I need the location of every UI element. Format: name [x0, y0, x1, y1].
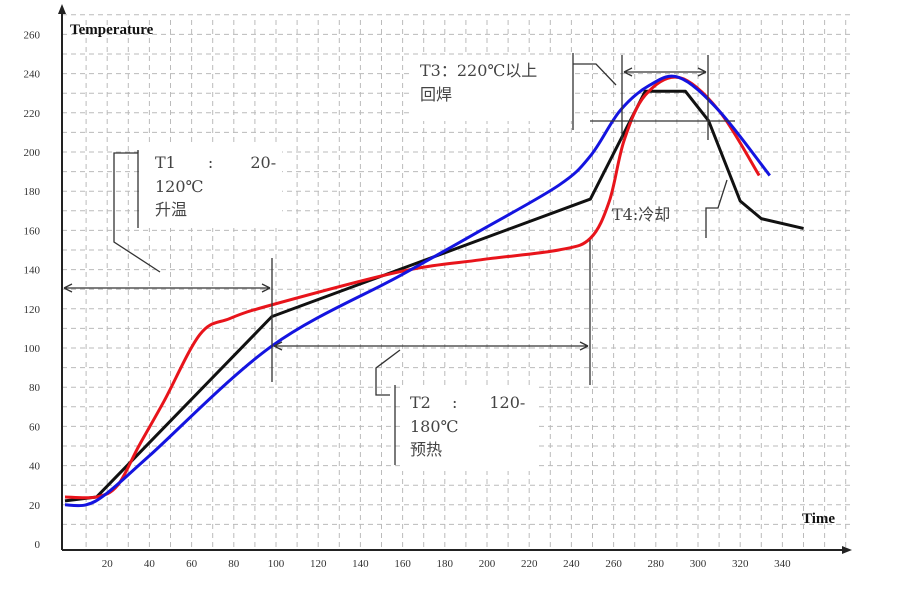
t1-label-bg — [140, 142, 282, 228]
x-tick-label: 260 — [605, 558, 622, 570]
t1-line1: T1 : 20- — [155, 153, 276, 172]
annotation-lines — [63, 53, 735, 465]
t2-line1: T2 : 120- — [410, 393, 525, 412]
y-tick-label: 140 — [24, 265, 41, 277]
tick-labels: 20 40 60 80 100 120 140 160 180 200 220 240 260 280 30… — [24, 29, 792, 570]
y-tick-label: 0 — [35, 539, 41, 551]
t2-line2: 180℃ — [410, 417, 458, 436]
series-line-1 — [64, 75, 761, 500]
x-tick-label: 240 — [563, 558, 580, 570]
x-tick-label: 140 — [352, 558, 369, 570]
t2-label-bg — [400, 385, 536, 471]
x-tick-label: 200 — [479, 558, 496, 570]
t4-label: T4:冷却 — [612, 205, 670, 224]
x-tick-label: 280 — [648, 558, 665, 570]
x-tick-label: 320 — [732, 558, 749, 570]
t3-line2: 回焊 — [420, 85, 452, 104]
x-axis-arrow — [842, 546, 852, 554]
x-tick-label: 20 — [102, 558, 114, 570]
x-tick-label: 300 — [690, 558, 707, 570]
t3-label-bg — [412, 55, 572, 121]
x-tick-label: 60 — [186, 558, 198, 570]
t1-line2: 120℃ — [155, 177, 203, 196]
y-tick-label: 240 — [24, 69, 41, 81]
t1-line3: 升温 — [155, 200, 187, 219]
y-tick-label: 180 — [24, 186, 41, 198]
y-axis-arrow — [58, 4, 66, 14]
x-tick-label: 120 — [310, 558, 327, 570]
x-tick-label: 160 — [394, 558, 411, 570]
y-tick-label: 260 — [24, 29, 41, 41]
x-tick-label: 80 — [228, 558, 240, 570]
x-tick-label: 40 — [144, 558, 156, 570]
t2-line3: 预热 — [410, 440, 442, 459]
x-tick-label: 220 — [521, 558, 538, 570]
series-line-0 — [64, 89, 804, 503]
y-tick-label: 20 — [29, 500, 41, 512]
x-tick-label: 340 — [774, 558, 791, 570]
y-tick-label: 160 — [24, 225, 41, 237]
x-tick-label: 100 — [268, 558, 285, 570]
y-tick-label: 220 — [24, 108, 41, 120]
t3-line1: T3：220℃以上 — [420, 61, 537, 80]
y-tick-label: 60 — [29, 421, 41, 433]
y-axis-title: Temperature — [70, 22, 154, 38]
y-tick-label: 40 — [29, 461, 41, 473]
series-lines — [64, 74, 804, 508]
y-tick-label: 200 — [24, 147, 41, 159]
y-tick-label: 120 — [24, 304, 41, 316]
y-tick-label: 80 — [29, 382, 41, 394]
y-tick-label: 100 — [24, 343, 41, 355]
x-tick-label: 180 — [437, 558, 454, 570]
series-line-2 — [64, 74, 771, 508]
x-axis-title: Time — [802, 511, 835, 527]
